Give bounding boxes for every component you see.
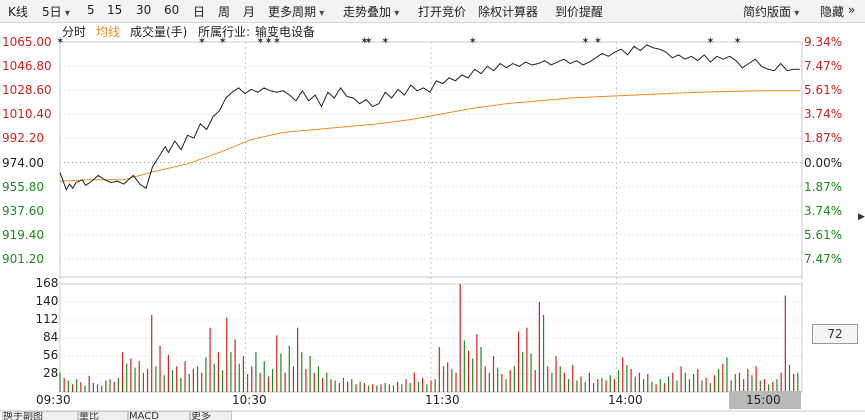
- volume-tick: 112: [35, 312, 59, 326]
- bottom-tab-2[interactable]: MACD: [128, 411, 190, 420]
- price-tick-left: 937.60: [2, 203, 44, 218]
- time-tick: 10:30: [232, 393, 267, 407]
- toolbar-item-15[interactable]: 隐藏: [820, 5, 845, 19]
- event-marker-icon[interactable]: ✶: [197, 36, 207, 47]
- percent-tick-right: 1.87%: [804, 179, 843, 194]
- chart-subbar: 分时 均线 成交量(手) 所属行业: 输变电设备: [60, 22, 800, 39]
- event-marker-icon[interactable]: ✶: [593, 36, 603, 47]
- volume-tick: 140: [35, 294, 59, 308]
- toolbar-item-7[interactable]: 周: [218, 5, 231, 19]
- percent-tick-right: 5.61%: [804, 227, 843, 242]
- price-tick-left: 992.20: [2, 131, 44, 146]
- toolbar-item-4[interactable]: 30: [136, 3, 152, 17]
- price-tick-left: 974.00: [2, 155, 44, 170]
- toolbar-item-3[interactable]: 15: [107, 3, 123, 17]
- price-tick-left: 1046.80: [2, 59, 52, 74]
- toolbar-item-0[interactable]: K线: [8, 5, 28, 19]
- event-marker-icon[interactable]: ✶: [218, 36, 227, 47]
- toolbar-item-12[interactable]: 除权计算器: [478, 5, 539, 19]
- bottom-tab-0[interactable]: 换手副图: [2, 411, 78, 420]
- toolbar-item-14[interactable]: 简约版面: [743, 3, 799, 20]
- time-tick: 15:00: [746, 393, 781, 407]
- toolbar-item-5[interactable]: 60: [164, 3, 180, 17]
- volume-tick: 28: [43, 366, 59, 380]
- industry-prefix: 所属行业:: [198, 25, 251, 39]
- volume-readout: 72: [812, 324, 858, 344]
- volume-tick: 168: [35, 276, 59, 290]
- event-marker-icon[interactable]: ✶: [272, 36, 282, 47]
- event-marker-icon[interactable]: ✶: [581, 36, 590, 47]
- time-tick: 11:30: [425, 393, 460, 407]
- price-tick-left: 955.80: [2, 179, 44, 194]
- time-highlight: [729, 391, 801, 409]
- percent-tick-right: 5.61%: [804, 83, 843, 98]
- toolbar-item-13[interactable]: 到价提醒: [555, 5, 604, 19]
- percent-tick-right: 3.74%: [804, 203, 843, 218]
- toolbar-item-8[interactable]: 月: [243, 5, 256, 19]
- toolbar-item-9[interactable]: 更多周期: [268, 3, 324, 20]
- price-tick-left: 1010.40: [2, 107, 52, 122]
- expand-right-icon[interactable]: ▶: [858, 212, 865, 222]
- toolbar-item-11[interactable]: 打开竞价: [418, 5, 467, 19]
- percent-tick-right: 9.34%: [804, 35, 843, 49]
- event-marker-icon[interactable]: ✶: [381, 36, 390, 47]
- event-marker-icon[interactable]: ✶: [364, 36, 373, 47]
- toolbar-item-10[interactable]: 走势叠加: [343, 3, 399, 20]
- tab-fenshi[interactable]: 分时: [62, 25, 87, 39]
- event-marker-icon[interactable]: ✶: [706, 36, 715, 47]
- event-marker-icon[interactable]: ✶: [256, 36, 265, 47]
- percent-tick-right: 0.00%: [804, 155, 843, 170]
- event-marker-icon[interactable]: ✶: [360, 36, 369, 47]
- collapse-icon[interactable]: »: [848, 3, 856, 17]
- price-line: [59, 44, 800, 191]
- event-marker-icon[interactable]: ✶: [264, 36, 273, 47]
- time-tick: 14:00: [608, 393, 643, 407]
- percent-tick-right: 3.74%: [804, 107, 843, 122]
- volume-tick: 84: [43, 330, 59, 344]
- percent-tick-right: 7.47%: [804, 252, 843, 266]
- tab-junxian[interactable]: 均线: [96, 25, 121, 39]
- average-price-line: [59, 90, 800, 182]
- toolbar-item-1[interactable]: 5日: [42, 3, 70, 20]
- price-tick-left: 1065.00: [2, 35, 52, 49]
- industry-name[interactable]: 输变电设备: [255, 25, 316, 39]
- time-tick: 09:30: [36, 393, 71, 407]
- bottom-tab-3[interactable]: 更多: [190, 411, 232, 420]
- event-marker-icon[interactable]: ✶: [468, 36, 478, 47]
- bottom-tabs: 换手副图 量比 MACD 更多: [0, 411, 865, 420]
- percent-tick-right: 1.87%: [804, 131, 843, 146]
- bottom-tab-1[interactable]: 量比: [78, 411, 128, 420]
- price-tick-left: 901.20: [2, 252, 44, 266]
- percent-tick-right: 7.47%: [804, 59, 843, 74]
- event-marker-icon[interactable]: ✶: [733, 36, 742, 47]
- price-tick-left: 1028.60: [2, 83, 52, 98]
- volume-tick: 56: [43, 348, 59, 362]
- price-tick-left: 919.40: [2, 227, 44, 242]
- event-marker-icon[interactable]: ✶: [56, 36, 65, 47]
- toolbar-item-2[interactable]: 5: [87, 3, 95, 17]
- volume-label: 成交量(手): [130, 25, 188, 39]
- toolbar-item-6[interactable]: 日: [193, 5, 206, 19]
